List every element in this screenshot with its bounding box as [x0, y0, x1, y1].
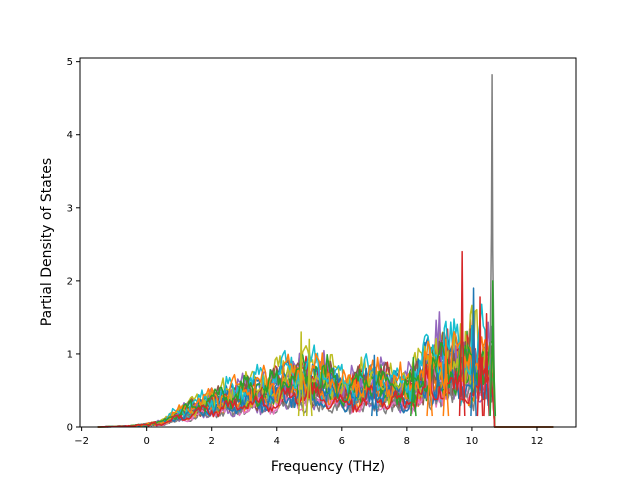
pdos-series-line: [97, 336, 554, 428]
x-axis-label: Frequency (THz): [271, 459, 385, 475]
pdos-peak: [410, 356, 417, 417]
pdos-peak: [371, 354, 378, 417]
x-tick-label: 10: [466, 436, 479, 447]
x-tick-label: 12: [531, 436, 544, 447]
y-tick-label: 4: [67, 130, 73, 141]
pdos-peak: [442, 338, 450, 417]
pdos-peak: [458, 250, 466, 417]
y-tick-label: 0: [67, 423, 73, 434]
x-tick-label: 6: [339, 436, 345, 447]
plot-frame: [79, 57, 577, 428]
pdos-series-line: [97, 357, 554, 428]
pdos-peak: [426, 345, 433, 417]
pdos-peak: [470, 287, 477, 417]
y-tick-label: 1: [67, 349, 73, 360]
x-tick-label: 4: [274, 436, 280, 447]
x-tick-label: 0: [143, 436, 149, 447]
y-tick-label: 2: [67, 276, 73, 287]
x-tick-label: −2: [74, 436, 89, 447]
pdos-peak: [476, 296, 484, 417]
y-axis-ticks: 0 1 2 3 4 5: [67, 57, 80, 434]
pdos-series-line: [97, 303, 554, 428]
y-axis-label: Partial Density of States: [39, 158, 55, 326]
pdos-peak: [297, 331, 305, 417]
pdos-series-line: [97, 330, 554, 428]
series-layer: [97, 74, 554, 428]
x-axis-ticks: −2 0 2 4 6 8 10 12: [74, 427, 543, 447]
y-tick-label: 5: [67, 57, 73, 68]
x-tick-label: 2: [209, 436, 215, 447]
pdos-peak: [489, 280, 497, 417]
y-tick-label: 3: [67, 203, 73, 214]
pdos-peak: [305, 338, 313, 417]
x-tick-label: 8: [404, 436, 410, 447]
pdos-peak: [483, 312, 490, 417]
